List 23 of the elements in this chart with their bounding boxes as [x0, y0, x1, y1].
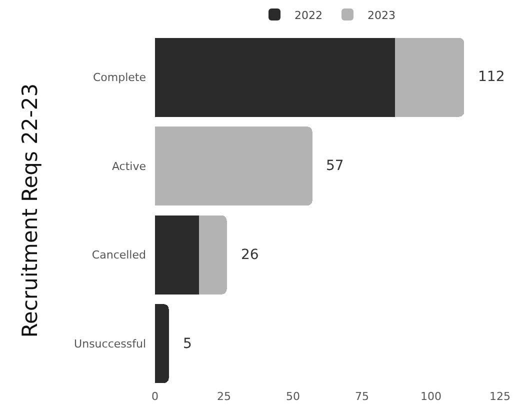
y-tick-label: Active [112, 160, 146, 173]
x-tick-label: 25 [217, 390, 231, 403]
y-tick-label: Unsuccessful [74, 337, 146, 350]
total-label: 26 [241, 247, 259, 263]
bar [155, 304, 169, 384]
bar [155, 126, 312, 206]
bar [155, 215, 200, 294]
x-tick-label: 75 [355, 390, 369, 403]
total-label: 5 [183, 336, 192, 352]
y-axis-title: Recruitment Reqs 22-23 [18, 83, 42, 338]
x-tick-label: 125 [490, 390, 510, 403]
total-label: 57 [326, 158, 344, 174]
x-tick-label: 0 [152, 390, 158, 403]
y-tick-label: Complete [92, 71, 146, 84]
total-label: 112 [478, 69, 505, 85]
bar [395, 38, 464, 117]
y-tick-label: Cancelled [92, 248, 146, 262]
x-tick-label: 50 [286, 390, 300, 403]
bar [155, 38, 396, 117]
bar [199, 215, 227, 294]
legend-label: 2022 [294, 8, 322, 22]
legend-label: 2023 [368, 8, 396, 22]
x-tick-label: 100 [420, 390, 442, 403]
